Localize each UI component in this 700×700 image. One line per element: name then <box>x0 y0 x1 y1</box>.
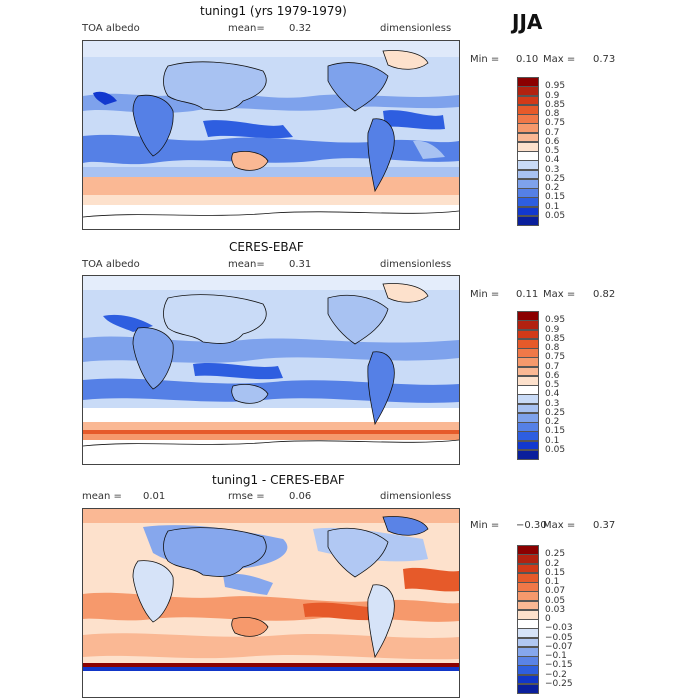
panel1-units-label: dimensionless <box>380 23 452 34</box>
panel2-max-value: 0.82 <box>593 289 616 300</box>
colorbar-tick-label: 0.2 <box>545 417 560 427</box>
panel3-map-svg <box>83 509 459 697</box>
colorbar-tick-label: 0.4 <box>545 155 560 166</box>
colorbar-tick-label: 0.85 <box>545 333 566 344</box>
colorbar-tick-label: 0.5 <box>545 146 560 156</box>
panel2-title: CERES-EBAF <box>229 240 304 254</box>
colorbar-tick-label: −0.07 <box>545 641 573 652</box>
panel2-mean-label: mean= <box>228 259 265 270</box>
colorbar-tick-label: −0.25 <box>545 678 573 689</box>
colorbar-tick-label: 0.03 <box>545 604 566 615</box>
colorbar-tick-label: −0.2 <box>545 669 567 680</box>
colorbar-swatch <box>517 449 539 460</box>
colorbar-tick-label: 0.05 <box>545 444 566 455</box>
colorbar-tick-label: 0.5 <box>545 380 560 390</box>
panel3-max-label: Max = <box>543 520 576 531</box>
colorbar-tick-label: −0.15 <box>545 660 573 671</box>
colorbar-tick-label: 0.95 <box>545 81 566 92</box>
panel2-mean-value: 0.31 <box>289 259 312 270</box>
colorbar-tick-label: −0.1 <box>545 651 567 661</box>
panel3-colorbar: 0.25 0.2 0.15 0.1 0.07 0.05 0.03 0 −0.03 −0.05 −0.… <box>517 545 597 694</box>
panel2-variable-label: TOA albedo <box>82 259 140 270</box>
panel1-max-label: Max = <box>543 54 576 65</box>
panel1-colorbar: 0.95 0.9 0.85 0.8 0.75 0.7 0.6 0.5 0.4 0.3 0.25 0.2… <box>517 77 597 226</box>
colorbar-tick-label: −0.03 <box>545 623 573 634</box>
panel2-units-label: dimensionless <box>380 259 452 270</box>
panel3-min-label: Min = <box>470 520 500 531</box>
panel2-map <box>82 275 460 465</box>
panel1-mean-value: 0.32 <box>289 23 312 34</box>
colorbar-tick-label: 0.6 <box>545 136 560 147</box>
season-label: JJA <box>512 10 543 34</box>
colorbar-tick-label: 0.1 <box>545 201 560 212</box>
panel3-map <box>82 508 460 698</box>
colorbar-tick-label: 0.2 <box>545 183 560 193</box>
panel1-mean-label: mean= <box>228 23 265 34</box>
colorbar-tick-label: 0.75 <box>545 352 566 363</box>
colorbar-tick-label: 0.8 <box>545 109 560 119</box>
colorbar-tick-label: 0.15 <box>545 426 566 437</box>
panel2-colorbar: 0.95 0.9 0.85 0.8 0.75 0.7 0.6 0.5 0.4 0.3 0.25 0.2… <box>517 311 597 460</box>
colorbar-tick-label: 0.85 <box>545 99 566 110</box>
colorbar-tick-label: 0.1 <box>545 577 560 587</box>
colorbar-tick-label: 0.75 <box>545 118 566 129</box>
colorbar-tick-label: 0.25 <box>545 549 566 560</box>
colorbar-tick-label: 0.25 <box>545 173 566 184</box>
colorbar-tick-label: 0.7 <box>545 127 560 138</box>
colorbar-tick-label: 0.3 <box>545 164 560 175</box>
colorbar-swatch <box>517 683 539 694</box>
colorbar-tick-label: 0.2 <box>545 558 560 569</box>
colorbar-tick-label: 0.07 <box>545 586 566 597</box>
colorbar-tick-label: 0.05 <box>545 595 566 606</box>
colorbar-tick-label: 0.1 <box>545 435 560 446</box>
colorbar-tick-label: 0 <box>545 614 551 624</box>
panel1-map-svg <box>83 41 459 229</box>
panel3-rmse-value: 0.06 <box>289 491 312 502</box>
panel1-min-value: 0.10 <box>516 54 539 65</box>
colorbar-tick-label: 0.3 <box>545 398 560 409</box>
panel2-max-label: Max = <box>543 289 576 300</box>
colorbar-tick-label: 0.15 <box>545 567 566 578</box>
colorbar-tick-label: 0.4 <box>545 389 560 400</box>
panel3-mean-value: 0.01 <box>143 491 166 502</box>
panel3-rmse-label: rmse = <box>228 491 265 502</box>
colorbar-tick-label: 0.7 <box>545 361 560 372</box>
panel1-max-value: 0.73 <box>593 54 616 65</box>
panel1-title: tuning1 (yrs 1979-1979) <box>200 4 347 18</box>
panel2-map-svg <box>83 276 459 464</box>
panel3-title: tuning1 - CERES-EBAF <box>212 473 345 487</box>
colorbar-tick-label: 0.05 <box>545 210 566 221</box>
panel3-units-label: dimensionless <box>380 491 452 502</box>
panel3-max-value: 0.37 <box>593 520 616 531</box>
colorbar-tick-label: 0.9 <box>545 324 560 335</box>
panel1-variable-label: TOA albedo <box>82 23 140 34</box>
panel1-min-label: Min = <box>470 54 500 65</box>
colorbar-swatch <box>517 215 539 226</box>
panel2-min-value: 0.11 <box>516 289 539 300</box>
colorbar-tick-label: 0.95 <box>545 315 566 326</box>
colorbar-tick-label: 0.15 <box>545 192 566 203</box>
colorbar-tick-label: −0.05 <box>545 632 573 643</box>
colorbar-tick-label: 0.25 <box>545 407 566 418</box>
colorbar-tick-label: 0.8 <box>545 343 560 353</box>
panel2-min-label: Min = <box>470 289 500 300</box>
colorbar-tick-label: 0.9 <box>545 90 560 101</box>
panel3-min-value: −0.30 <box>516 520 547 531</box>
panel3-mean-label: mean = <box>82 491 122 502</box>
panel1-map <box>82 40 460 230</box>
colorbar-tick-label: 0.6 <box>545 370 560 381</box>
